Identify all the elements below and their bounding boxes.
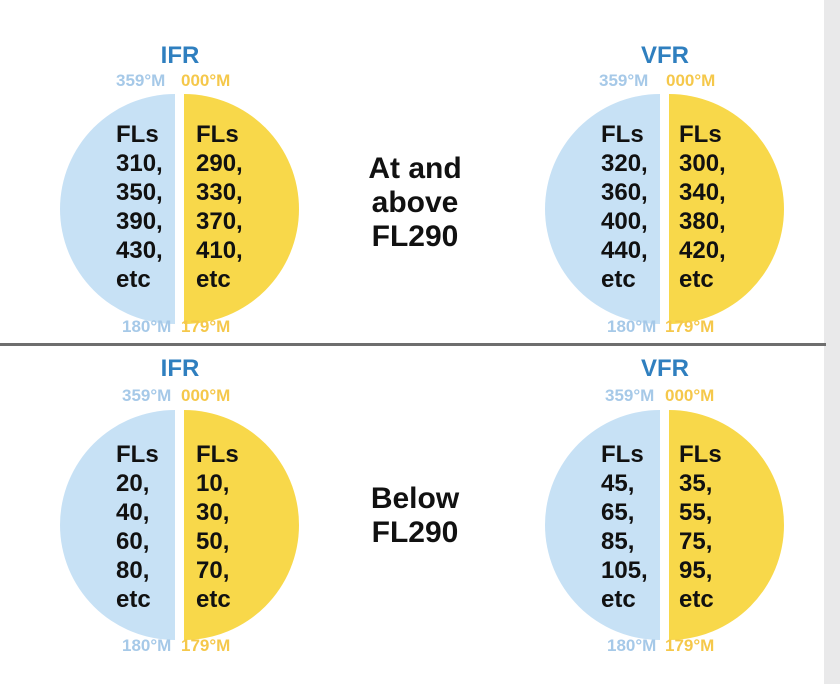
bearing-179: 179°M: [665, 317, 715, 336]
bearing-359: 359°M: [605, 386, 655, 405]
rule-title: IFR: [160, 355, 200, 382]
semicircle-diagram: FLs 310, 350, 390, 430, etc FLs 290, 330…: [60, 94, 300, 324]
section-label-below: Below FL290: [370, 482, 460, 549]
vfr-below-fl290-panel: VFR 359°M 000°M FLs 45, 65, 85, 105, etc…: [545, 357, 785, 657]
bearing-180: 180°M: [607, 317, 657, 336]
westbound-flight-levels: FLs 320, 360, 400, 440, etc: [601, 121, 648, 293]
westbound-flight-levels: FLs 310, 350, 390, 430, etc: [116, 121, 163, 293]
bearing-179: 179°M: [181, 317, 231, 336]
section-label-above: At and above FL290: [368, 152, 462, 253]
page-edge-strip: [824, 0, 840, 684]
rule-title: IFR: [160, 42, 200, 69]
bearing-000: 000°M: [666, 71, 716, 90]
semicircle-diagram: FLs 45, 65, 85, 105, etc FLs 35, 55, 75,…: [545, 410, 785, 640]
bearing-359: 359°M: [599, 71, 649, 90]
rule-title: VFR: [641, 42, 689, 69]
ifr-above-fl290-panel: IFR 359°M 000°M FLs 310, 350, 390, 430, …: [60, 44, 300, 344]
eastbound-flight-levels: FLs 35, 55, 75, 95, etc: [679, 441, 722, 613]
bearing-359: 359°M: [122, 386, 172, 405]
vfr-above-fl290-panel: VFR 359°M 000°M FLs 320, 360, 400, 440, …: [545, 44, 785, 344]
rule-title: VFR: [641, 355, 689, 382]
eastbound-flight-levels: FLs 300, 340, 380, 420, etc: [679, 121, 726, 293]
bearing-180: 180°M: [607, 636, 657, 655]
westbound-flight-levels: FLs 45, 65, 85, 105, etc: [601, 441, 648, 613]
bearing-180: 180°M: [122, 317, 172, 336]
section-divider: [0, 343, 826, 346]
bearing-000: 000°M: [181, 386, 231, 405]
bearing-000: 000°M: [181, 71, 231, 90]
bearing-179: 179°M: [181, 636, 231, 655]
bearing-179: 179°M: [665, 636, 715, 655]
bearing-000: 000°M: [665, 386, 715, 405]
eastbound-flight-levels: FLs 290, 330, 370, 410, etc: [196, 121, 243, 293]
semicircle-diagram: FLs 320, 360, 400, 440, etc FLs 300, 340…: [545, 94, 785, 324]
westbound-flight-levels: FLs 20, 40, 60, 80, etc: [116, 441, 159, 613]
semicircle-diagram: FLs 20, 40, 60, 80, etc FLs 10, 30, 50, …: [60, 410, 300, 640]
bearing-180: 180°M: [122, 636, 172, 655]
bearing-359: 359°M: [116, 71, 166, 90]
eastbound-flight-levels: FLs 10, 30, 50, 70, etc: [196, 441, 239, 613]
ifr-below-fl290-panel: IFR 359°M 000°M FLs 20, 40, 60, 80, etc …: [60, 357, 300, 657]
